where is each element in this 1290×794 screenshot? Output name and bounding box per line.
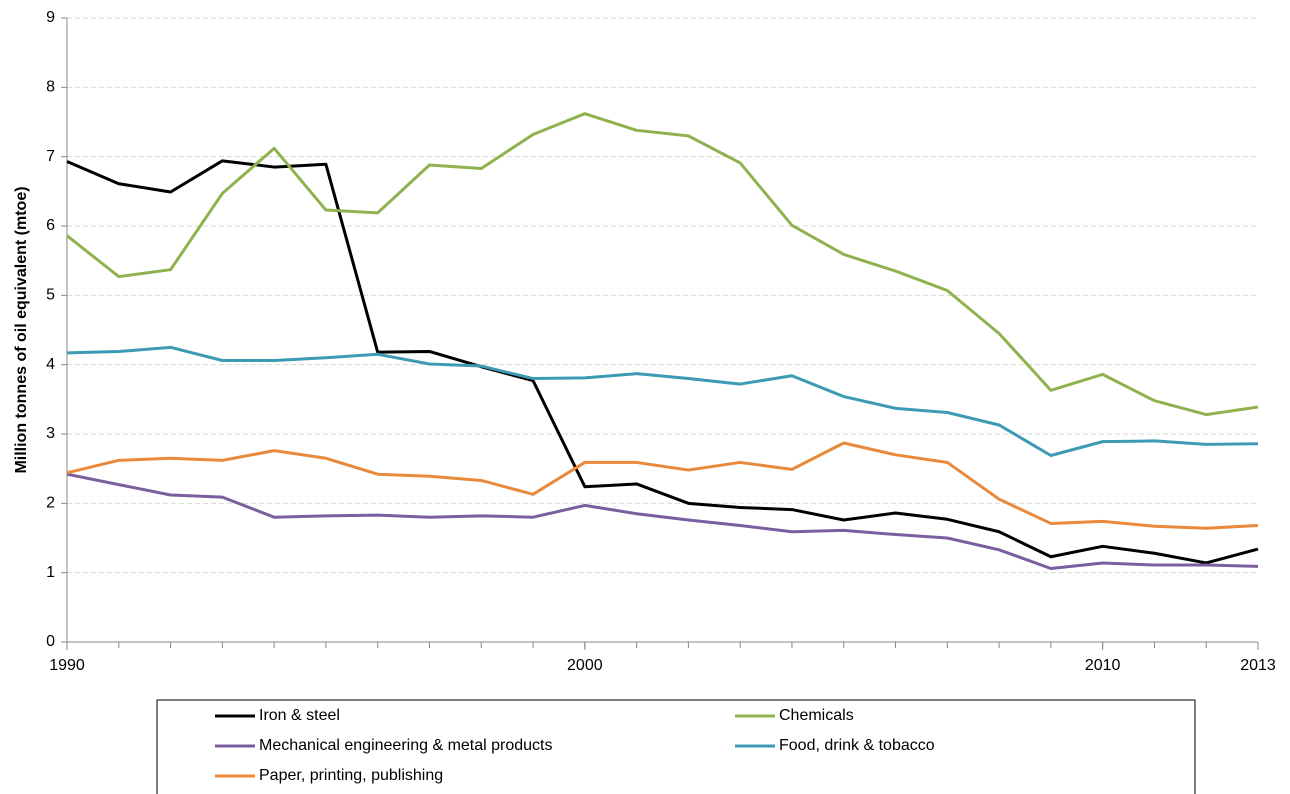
y-axis-label: Million tonnes of oil equivalent (mtoe): [13, 186, 30, 473]
series-line: [66, 112, 1259, 417]
y-tick-label: 9: [46, 9, 55, 26]
series-line: [66, 441, 1259, 530]
y-tick-label: 7: [46, 148, 55, 165]
legend-label: Food, drink & tobacco: [779, 737, 935, 754]
x-tick-label: 2000: [567, 657, 603, 674]
legend-label: Paper, printing, publishing: [259, 767, 443, 784]
y-tick-label: 6: [46, 217, 55, 234]
y-tick-label: 8: [46, 79, 55, 96]
y-tick-label: 0: [46, 633, 55, 650]
legend-box: [156, 699, 1196, 794]
x-tick-label: 1990: [49, 657, 85, 674]
series-line: [66, 472, 1259, 571]
legend-label: Iron & steel: [259, 707, 340, 724]
y-tick-label: 5: [46, 287, 55, 304]
series-line: [66, 345, 1259, 457]
x-tick-label: 2013: [1240, 657, 1276, 674]
y-tick-label: 1: [46, 564, 55, 581]
y-tick-label: 4: [46, 356, 55, 373]
series-line: [66, 159, 1259, 565]
legend-label: Mechanical engineering & metal products: [259, 737, 553, 754]
x-tick-label: 2010: [1085, 657, 1121, 674]
y-tick-label: 3: [46, 425, 55, 442]
y-tick-label: 2: [46, 495, 55, 512]
legend-label: Chemicals: [779, 707, 854, 724]
